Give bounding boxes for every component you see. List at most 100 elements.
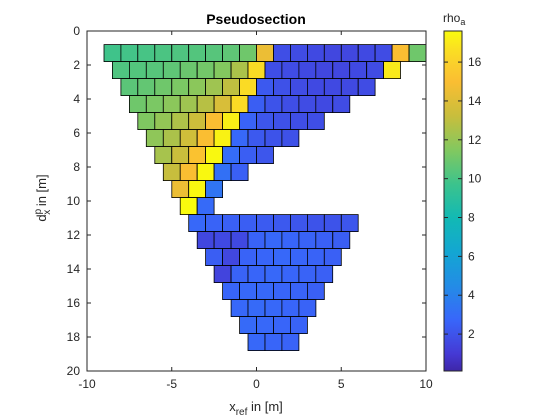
pseudosection-cell	[154, 112, 173, 130]
pseudosection-cell	[188, 44, 206, 62]
pseudosection-cell	[264, 95, 283, 113]
y-tick-label: 10	[67, 194, 81, 208]
pseudosection-cell	[289, 112, 308, 130]
pseudosection-cell	[273, 44, 291, 62]
pseudosection-cell	[281, 333, 300, 352]
pseudosection-cell	[188, 214, 206, 233]
pseudosection-cell	[357, 44, 376, 62]
pseudosection-cell	[205, 78, 224, 96]
pseudosection-cell	[247, 265, 266, 284]
pseudosection-cell	[239, 44, 257, 62]
y-axis-label-main: d	[34, 214, 49, 221]
colorbar-tick-label: 16	[468, 55, 482, 69]
pseudosection-cell	[137, 112, 156, 130]
pseudosection-cell	[247, 129, 266, 148]
pseudosection-cells	[103, 44, 427, 352]
pseudosection-cell	[340, 214, 359, 233]
pseudosection-cell	[205, 180, 224, 199]
pseudosection-cell	[349, 61, 368, 79]
pseudosection-cell	[332, 61, 351, 79]
pseudosection-cell	[247, 61, 266, 79]
pseudosection-cell	[289, 316, 308, 335]
pseudosection-cell	[289, 44, 308, 62]
pseudosection-cell	[256, 112, 274, 130]
pseudosection-cell	[128, 61, 147, 79]
pseudosection-cell	[196, 95, 215, 113]
pseudosection-cell	[239, 214, 257, 233]
pseudosection-cell	[162, 61, 181, 79]
pseudosection-cell	[298, 265, 317, 284]
pseudosection-cell	[171, 78, 190, 96]
pseudosection-cell	[179, 95, 198, 113]
pseudosection-cell	[205, 44, 224, 62]
pseudosection-cell	[298, 299, 317, 318]
pseudosection-cell	[162, 129, 181, 148]
pseudosection-cell	[264, 231, 283, 250]
pseudosection-cell	[281, 265, 300, 284]
pseudosection-cell	[391, 44, 410, 62]
pseudosection-cell	[247, 231, 266, 250]
pseudosection-cell	[306, 44, 325, 62]
pseudosection-cell	[230, 61, 249, 79]
pseudosection-cell	[281, 61, 300, 79]
pseudosection-cell	[112, 61, 130, 79]
colorbar-ticks: 2 4 6 8 10 12 14 16	[444, 55, 482, 341]
pseudosection-cell	[340, 78, 359, 96]
x-axis-label-main: x	[229, 399, 236, 414]
colorbar-label-subscript: a	[460, 17, 465, 27]
pseudosection-cell	[357, 78, 376, 96]
pseudosection-cell	[256, 282, 274, 301]
x-tick-label: 10	[419, 377, 433, 391]
pseudosection-cell	[281, 231, 300, 250]
pseudosection-cell	[256, 316, 274, 335]
x-tick-label: 0	[253, 377, 260, 391]
pseudosection-cell	[213, 95, 232, 113]
pseudosection-cell	[298, 95, 317, 113]
y-tick-label: 20	[67, 364, 81, 378]
pseudosection-cell	[188, 146, 206, 165]
pseudosection-cell	[289, 248, 308, 267]
pseudosection-cell	[179, 61, 198, 79]
pseudosection-cell	[323, 44, 342, 62]
pseudosection-cell	[264, 265, 283, 284]
y-tick-label: 2	[73, 58, 80, 72]
pseudosection-cell	[196, 163, 215, 182]
pseudosection-cell	[239, 282, 257, 301]
y-tick-label: 0	[73, 24, 80, 38]
pseudosection-cell	[179, 129, 198, 148]
pseudosection-cell	[222, 146, 241, 165]
y-tick-label: 14	[67, 262, 81, 276]
pseudosection-cell	[230, 231, 249, 250]
pseudosection-cell	[154, 44, 173, 62]
pseudosection-cell	[162, 95, 181, 113]
pseudosection-cell	[128, 95, 147, 113]
pseudosection-cell	[239, 112, 257, 130]
pseudosection-cell	[205, 214, 224, 233]
pseudosection-cell	[103, 44, 122, 62]
y-axis-label-superscript: p	[33, 208, 44, 214]
pseudosection-cell	[222, 214, 241, 233]
y-tick-label: 6	[73, 126, 80, 140]
pseudosection-cell	[239, 248, 257, 267]
pseudosection-cell	[120, 78, 139, 96]
colorbar-label-main: rho	[443, 11, 461, 25]
pseudosection-cell	[222, 112, 241, 130]
pseudosection-cell	[213, 163, 232, 182]
pseudosection-cell	[298, 231, 317, 250]
pseudosection-cell	[145, 61, 164, 79]
pseudosection-cell	[306, 282, 325, 301]
pseudosection-cell	[205, 248, 224, 267]
pseudosection-cell	[306, 78, 325, 96]
colorbar-tick-label: 4	[468, 288, 475, 302]
y-tick-label: 12	[67, 228, 81, 242]
pseudosection-cell	[332, 231, 351, 250]
colorbar-tick-label: 14	[468, 94, 482, 108]
pseudosection-cell	[383, 61, 401, 79]
pseudosection-cell	[154, 146, 173, 165]
y-tick-label: 8	[73, 160, 80, 174]
colorbar-tick-label: 12	[468, 133, 482, 147]
pseudosection-cell	[256, 146, 274, 165]
y-tick-label: 18	[67, 330, 81, 344]
pseudosection-cell	[171, 180, 190, 199]
y-tick-label: 16	[67, 296, 81, 310]
